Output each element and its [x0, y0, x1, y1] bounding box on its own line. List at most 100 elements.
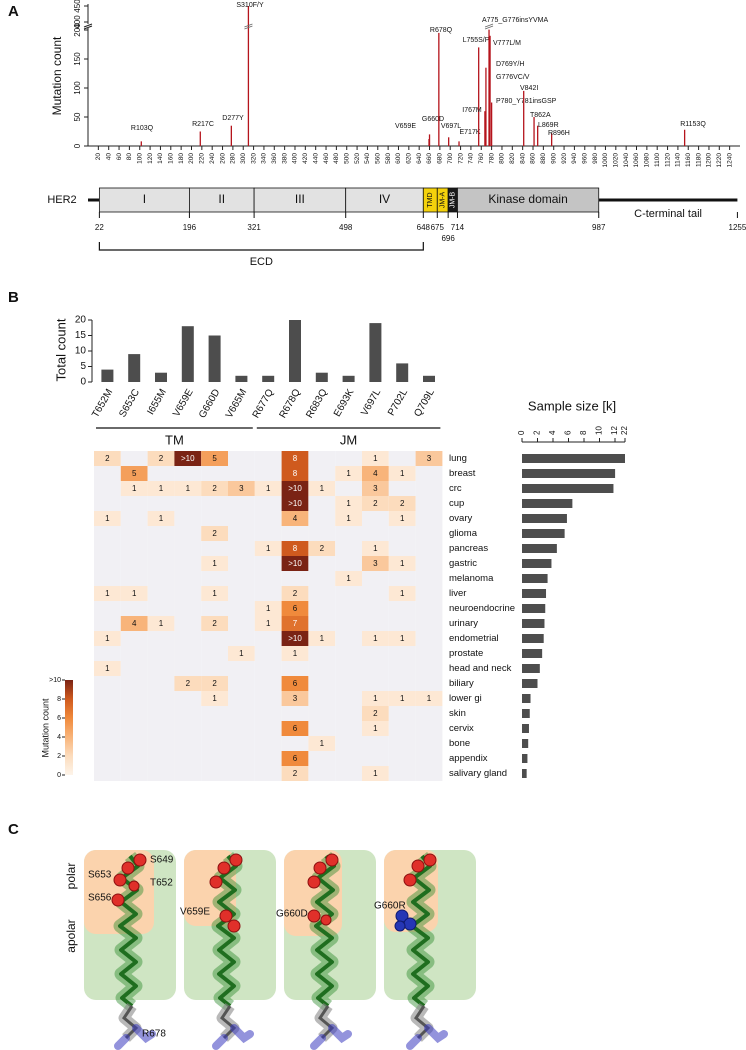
cell-label: 1	[159, 484, 164, 493]
empty-cell	[254, 676, 282, 691]
empty-cell	[228, 541, 255, 556]
bar	[181, 326, 194, 382]
empty-cell	[254, 691, 282, 706]
heat-cell	[147, 451, 175, 466]
empty-cell	[254, 556, 282, 571]
mutation-label: G660D	[422, 116, 444, 123]
bar	[522, 694, 531, 703]
bar-break	[244, 23, 253, 30]
y-axis-title: Mutation count	[50, 36, 64, 115]
empty-cell	[174, 541, 202, 556]
row-label: cervix	[449, 723, 474, 734]
boundary-label: 22	[95, 223, 104, 232]
cell-label: 1	[159, 619, 164, 628]
empty-cell	[120, 496, 148, 511]
mutation-label: L755S/P	[463, 37, 490, 44]
empty-cell	[335, 751, 362, 766]
empty-cell	[281, 736, 309, 751]
x-tick-label: 720	[457, 153, 464, 164]
empty-cell	[362, 646, 389, 661]
empty-cell	[415, 556, 443, 571]
cell-label: 1	[346, 514, 351, 523]
empty-cell	[201, 466, 228, 481]
empty-cell	[254, 496, 282, 511]
cell-label: >10	[288, 559, 302, 568]
group-label: JM	[340, 432, 357, 447]
empty-cell	[254, 631, 282, 646]
residue-label: G660D	[276, 909, 308, 920]
row-label: neuroendocrine	[449, 603, 515, 614]
mutation-label: R1153Q	[680, 121, 706, 128]
polar-atoms	[111, 853, 437, 933]
empty-cell	[201, 706, 228, 721]
cell-label: 2	[212, 679, 217, 688]
empty-cell	[388, 571, 416, 586]
boundary-label: 1255	[729, 223, 746, 232]
x-tick-label: 420	[302, 153, 309, 164]
empty-cell	[308, 721, 336, 736]
cell-label: 2	[373, 499, 378, 508]
heat-cell	[254, 481, 282, 496]
empty-cell	[120, 646, 148, 661]
bar	[522, 739, 529, 748]
empty-cell	[94, 466, 121, 481]
residue-label: S649	[150, 855, 174, 866]
empty-cell	[201, 496, 228, 511]
cell-label: 1	[266, 604, 271, 613]
empty-cell	[362, 586, 389, 601]
empty-cell	[94, 736, 121, 751]
domain-label: I	[143, 192, 146, 206]
empty-cell	[388, 751, 416, 766]
empty-cell	[415, 601, 443, 616]
heat-cell	[201, 526, 228, 541]
empty-cell	[174, 766, 202, 781]
empty-cell	[120, 736, 148, 751]
empty-cell	[308, 751, 336, 766]
x-tick-label: 880	[540, 153, 547, 164]
cell-label: 1	[346, 469, 351, 478]
domain	[457, 187, 600, 213]
panel-label: B	[8, 289, 19, 306]
heat-cell	[335, 466, 362, 481]
row-label: endometrial	[449, 633, 499, 644]
heat-cell	[281, 766, 309, 781]
x-tick-label: 8	[579, 430, 588, 435]
cell-label: 2	[212, 484, 217, 493]
cell-label: 1	[373, 724, 378, 733]
cell-label: 1	[346, 499, 351, 508]
empty-cell	[254, 526, 282, 541]
empty-cell	[94, 571, 121, 586]
x-tick-label: 1040	[623, 153, 630, 168]
residue-label: V659E	[180, 907, 210, 918]
mutation-label: A775_G776insYVMA	[482, 17, 548, 24]
cell-label: 1	[400, 514, 405, 523]
x-tick-label: T652M	[90, 387, 115, 419]
x-tick-label: 360	[271, 153, 278, 164]
row-label: bone	[449, 738, 470, 749]
y-tick-label: 100	[73, 81, 82, 95]
empty-cell	[362, 616, 389, 631]
empty-cell	[415, 466, 443, 481]
empty-cell	[174, 616, 202, 631]
heat-cell	[174, 451, 202, 466]
y-tick-label: 450	[73, 0, 82, 13]
cell-label: 1	[373, 769, 378, 778]
empty-cell	[308, 526, 336, 541]
empty-cell	[415, 736, 443, 751]
cell-label: 2	[159, 454, 164, 463]
empty-cell	[94, 721, 121, 736]
x-tick-label: 820	[509, 153, 516, 164]
empty-cell	[388, 451, 416, 466]
boundary-label: 696	[441, 234, 455, 243]
heat-cell	[120, 466, 148, 481]
empty-cell	[228, 496, 255, 511]
empty-cell	[174, 751, 202, 766]
heat-cell	[335, 571, 362, 586]
empty-cell	[228, 571, 255, 586]
empty-cell	[174, 721, 202, 736]
region-label: apolar	[64, 919, 78, 952]
bar	[208, 335, 221, 382]
mutation-label: T862A	[530, 112, 551, 119]
empty-cell	[174, 661, 202, 676]
